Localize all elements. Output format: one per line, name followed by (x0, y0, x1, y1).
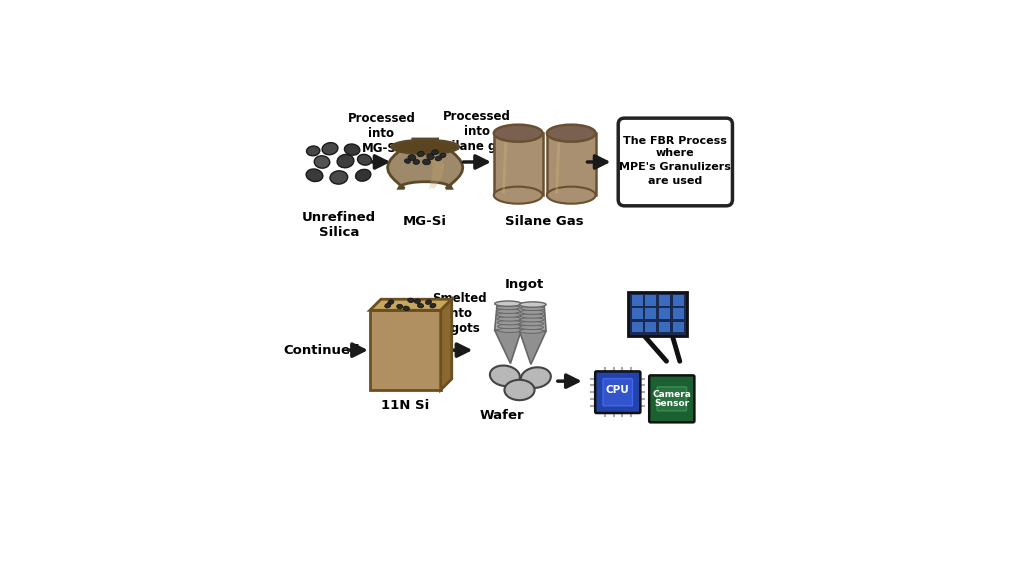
FancyBboxPatch shape (645, 295, 656, 306)
FancyBboxPatch shape (673, 295, 684, 306)
Polygon shape (370, 299, 452, 310)
Text: Camera: Camera (652, 390, 691, 399)
Text: MG-Si: MG-Si (403, 215, 447, 228)
Ellipse shape (494, 187, 543, 204)
Polygon shape (440, 299, 452, 390)
FancyBboxPatch shape (659, 321, 670, 332)
Ellipse shape (432, 150, 438, 155)
Text: Sensor: Sensor (654, 399, 689, 408)
Ellipse shape (427, 154, 434, 159)
Text: Smelted
into
Ingots: Smelted into Ingots (432, 292, 486, 335)
Text: The FBR Process: The FBR Process (624, 136, 727, 145)
Text: Wafer: Wafer (479, 409, 524, 422)
Text: Processed
into
Silane gas: Processed into Silane gas (442, 110, 511, 154)
Ellipse shape (519, 302, 546, 307)
Ellipse shape (497, 313, 520, 317)
Ellipse shape (323, 143, 338, 155)
Polygon shape (495, 330, 521, 363)
FancyBboxPatch shape (657, 387, 686, 411)
Ellipse shape (417, 151, 424, 157)
Ellipse shape (385, 304, 391, 308)
Ellipse shape (497, 305, 520, 310)
Ellipse shape (498, 320, 521, 325)
Ellipse shape (415, 299, 421, 304)
FancyBboxPatch shape (632, 308, 643, 319)
Ellipse shape (498, 328, 521, 332)
Ellipse shape (439, 153, 446, 158)
Ellipse shape (520, 321, 544, 325)
Ellipse shape (337, 155, 354, 168)
FancyBboxPatch shape (645, 321, 656, 332)
Ellipse shape (408, 155, 416, 160)
Ellipse shape (519, 329, 544, 334)
Ellipse shape (388, 300, 394, 304)
Ellipse shape (505, 380, 535, 400)
FancyBboxPatch shape (618, 118, 732, 206)
Ellipse shape (520, 310, 545, 315)
FancyBboxPatch shape (595, 371, 640, 413)
FancyBboxPatch shape (494, 133, 543, 195)
Ellipse shape (306, 146, 319, 156)
FancyBboxPatch shape (673, 321, 684, 332)
Polygon shape (517, 305, 546, 331)
Text: Processed
into
MG-Si: Processed into MG-Si (347, 112, 416, 155)
Ellipse shape (330, 171, 348, 184)
Ellipse shape (520, 317, 544, 322)
Polygon shape (429, 147, 444, 189)
Ellipse shape (520, 314, 544, 318)
Ellipse shape (413, 159, 420, 164)
FancyBboxPatch shape (632, 295, 643, 306)
Ellipse shape (426, 300, 431, 304)
Ellipse shape (314, 156, 330, 168)
FancyBboxPatch shape (649, 375, 694, 422)
Polygon shape (519, 331, 546, 365)
Text: are used: are used (648, 175, 702, 186)
Ellipse shape (497, 309, 520, 313)
Text: CPU: CPU (606, 385, 630, 396)
Ellipse shape (497, 317, 521, 321)
FancyBboxPatch shape (659, 308, 670, 319)
Ellipse shape (306, 169, 323, 182)
FancyBboxPatch shape (645, 308, 656, 319)
FancyBboxPatch shape (547, 133, 596, 195)
Text: Unrefined
Silica: Unrefined Silica (302, 210, 376, 239)
Ellipse shape (521, 367, 551, 388)
Ellipse shape (496, 301, 520, 306)
Ellipse shape (495, 301, 521, 306)
FancyBboxPatch shape (673, 308, 684, 319)
Ellipse shape (391, 140, 459, 154)
Ellipse shape (547, 125, 596, 141)
FancyBboxPatch shape (659, 295, 670, 306)
FancyBboxPatch shape (603, 379, 633, 406)
Text: Ingot: Ingot (505, 278, 545, 292)
Ellipse shape (489, 366, 520, 386)
Ellipse shape (430, 304, 436, 308)
Ellipse shape (404, 159, 411, 163)
Ellipse shape (344, 144, 359, 155)
FancyBboxPatch shape (628, 292, 687, 336)
Ellipse shape (418, 304, 424, 308)
Ellipse shape (357, 154, 372, 165)
Ellipse shape (521, 302, 545, 306)
Ellipse shape (547, 187, 596, 204)
Text: where: where (656, 148, 694, 158)
Ellipse shape (408, 298, 414, 302)
Ellipse shape (520, 306, 545, 311)
Polygon shape (495, 304, 523, 330)
Polygon shape (387, 139, 463, 189)
Ellipse shape (494, 125, 543, 141)
Ellipse shape (498, 324, 521, 329)
Text: Silane Gas: Silane Gas (506, 215, 584, 228)
Ellipse shape (396, 304, 402, 309)
Ellipse shape (423, 159, 430, 165)
FancyBboxPatch shape (632, 321, 643, 332)
Text: MPE's Granulizers: MPE's Granulizers (620, 162, 731, 172)
Ellipse shape (355, 170, 371, 181)
Text: Continued: Continued (283, 344, 359, 356)
Ellipse shape (403, 306, 410, 311)
Ellipse shape (519, 325, 544, 329)
Ellipse shape (435, 156, 441, 161)
FancyBboxPatch shape (370, 310, 440, 390)
Text: 11N Si: 11N Si (381, 399, 429, 412)
